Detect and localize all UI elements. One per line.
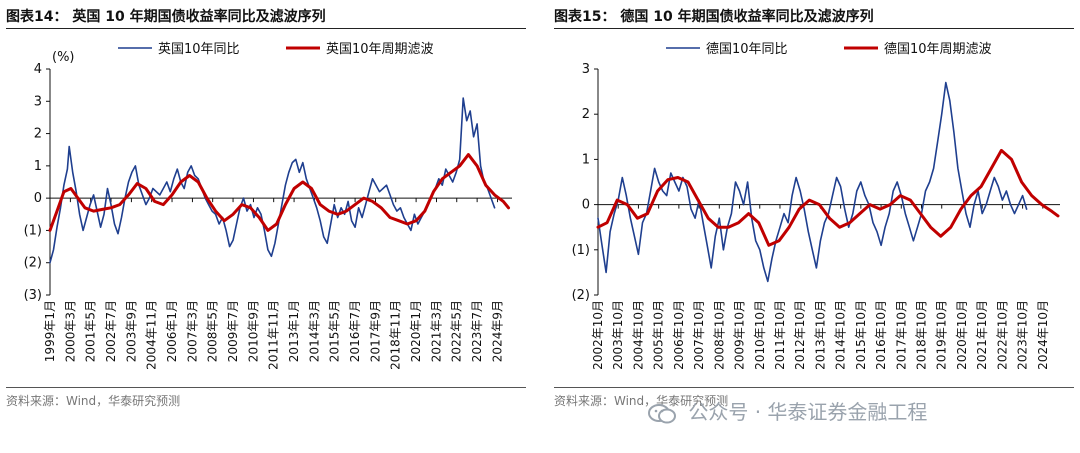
x-tick-label: 2022年5月 xyxy=(450,300,464,362)
x-tick-label: 2014年10月 xyxy=(834,300,848,370)
x-tick-label: 2020年1月 xyxy=(409,300,423,362)
series-line-yoy xyxy=(49,97,496,264)
x-tick-label: 2005年10月 xyxy=(652,300,666,370)
y-tick-label: 2 xyxy=(582,107,590,122)
y-tick-label: 3 xyxy=(582,62,590,77)
y-tick-label: 3 xyxy=(34,94,42,109)
x-tick-label: 2022年10月 xyxy=(995,300,1009,370)
x-tick-label: 2006年10月 xyxy=(672,300,686,370)
x-tick-label: 2004年11月 xyxy=(145,300,159,370)
x-tick-label: 1999年1月 xyxy=(43,300,57,362)
de-yield-chart: 3 2 1 0 (1) (2)2002年10月 2003年10月 2004年10月 2005年1… xyxy=(572,42,1060,370)
legend-label: 英国10年周期滤波 xyxy=(326,42,434,57)
chart-panel-de: 图表15： 德国 10 年期国债收益率同比及滤波序列 3 2 1 0 (1) (2) 200… xyxy=(554,0,1074,453)
y-tick-label: (1) xyxy=(572,243,590,258)
y-unit-label: (%) xyxy=(52,50,75,65)
x-tick-label: 2002年7月 xyxy=(104,300,118,362)
y-tick-label: 4 xyxy=(34,62,42,77)
watermark-text: 公众号 · 华泰证券金融工程 xyxy=(688,400,928,424)
chart-title: 图表15： 德国 10 年期国债收益率同比及滤波序列 xyxy=(554,9,874,25)
series-line-filtered xyxy=(48,153,510,232)
x-tick-label: 2016年10月 xyxy=(874,300,888,370)
x-tick-label: 2004年10月 xyxy=(631,300,645,370)
watermark: 公众号 · 华泰证券金融工程 xyxy=(648,396,927,425)
x-tick-label: 2020年10月 xyxy=(955,300,969,370)
x-tick-label: 2023年10月 xyxy=(1016,300,1030,370)
x-tick-label: 2009年7月 xyxy=(226,300,240,362)
x-tick-label: 2023年7月 xyxy=(470,300,484,362)
x-tick-label: 2008年10月 xyxy=(712,300,726,370)
y-tick-label: (2) xyxy=(572,288,590,303)
chart-title: 图表14： 英国 10 年期国债收益率同比及滤波序列 xyxy=(6,9,326,25)
x-tick-label: 2007年3月 xyxy=(185,300,199,362)
x-tick-label: 2002年10月 xyxy=(591,300,605,370)
x-tick-label: 2016年7月 xyxy=(348,300,362,362)
y-tick-label: (2) xyxy=(24,256,42,271)
x-tick-label: 2015年5月 xyxy=(328,300,342,362)
x-tick-label: 2011年10月 xyxy=(773,300,787,370)
x-tick-label: 2013年10月 xyxy=(813,300,827,370)
x-tick-label: 2001年5月 xyxy=(84,300,98,362)
series-line-yoy xyxy=(597,81,1028,283)
x-tick-label: 2010年9月 xyxy=(246,300,260,362)
y-tick-label: 2 xyxy=(34,127,42,142)
x-tick-label: 2024年10月 xyxy=(1036,300,1050,370)
legend-label: 英国10年同比 xyxy=(158,42,240,57)
x-tick-label: 2018年10月 xyxy=(915,300,929,370)
x-tick-label: 2017年9月 xyxy=(368,300,382,362)
x-tick-label: 2011年11月 xyxy=(267,300,281,370)
source-divider xyxy=(554,387,1074,388)
title-divider xyxy=(6,28,526,29)
x-tick-label: 2021年10月 xyxy=(975,300,989,370)
y-tick-label: 0 xyxy=(582,198,590,213)
x-tick-label: 2021年3月 xyxy=(430,300,444,362)
series-line-filtered xyxy=(596,148,1060,247)
x-tick-label: 2015年10月 xyxy=(854,300,868,370)
x-tick-label: 2013年1月 xyxy=(287,300,301,362)
y-tick-label: (1) xyxy=(24,223,42,238)
legend-label: 德国10年同比 xyxy=(706,42,788,57)
x-tick-label: 2014年3月 xyxy=(307,300,321,362)
x-tick-label: 2019年10月 xyxy=(935,300,949,370)
x-tick-label: 2009年10月 xyxy=(733,300,747,370)
wechat-icon xyxy=(648,403,676,423)
y-tick-label: 0 xyxy=(34,191,42,206)
uk-yield-chart: 4 3 2 1 0 (1) (2) (3) (%) 1999年1月 2000年3月 2001年5月 20… xyxy=(24,42,512,370)
x-tick-label: 2003年10月 xyxy=(611,300,625,370)
x-tick-label: 2010年10月 xyxy=(753,300,767,370)
x-tick-label: 2007年10月 xyxy=(692,300,706,370)
legend-label: 德国10年周期滤波 xyxy=(884,42,992,57)
y-tick-label: 1 xyxy=(34,159,42,174)
source-note: 资料来源：Wind，华泰研究预测 xyxy=(554,394,729,408)
source-divider xyxy=(6,387,526,388)
x-tick-label: 2006年1月 xyxy=(165,300,179,362)
x-tick-label: 2000年3月 xyxy=(63,300,77,362)
x-tick-label: 2008年5月 xyxy=(206,300,220,362)
x-tick-label: 2003年9月 xyxy=(124,300,138,362)
source-note: 资料来源：Wind，华泰研究预测 xyxy=(6,394,181,408)
y-tick-label: 1 xyxy=(582,152,590,167)
x-tick-label: 2012年10月 xyxy=(793,300,807,370)
y-tick-label: (3) xyxy=(24,288,42,303)
x-tick-label: 2024年9月 xyxy=(491,300,505,362)
x-tick-label: 2017年10月 xyxy=(894,300,908,370)
x-tick-label: 2018年11月 xyxy=(389,300,403,370)
chart-panel-uk: 图表14： 英国 10 年期国债收益率同比及滤波序列 4 3 2 1 0 (1) (2) (3… xyxy=(6,0,526,453)
title-divider xyxy=(554,28,1074,29)
